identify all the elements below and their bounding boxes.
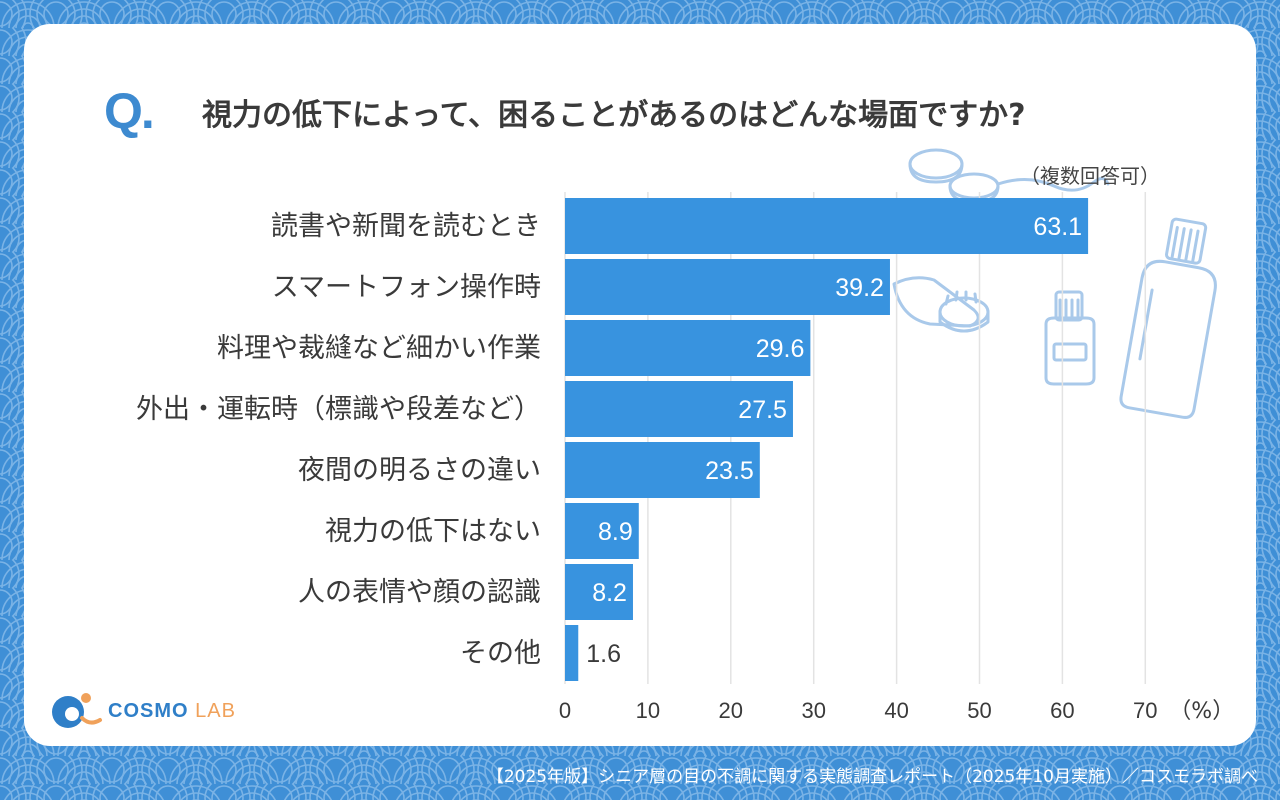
value-label: 63.1 — [1033, 213, 1082, 241]
logo-text-sub: LAB — [195, 700, 236, 722]
question-mark: Q. — [104, 83, 155, 139]
category-label: その他 — [460, 638, 541, 669]
bar — [565, 442, 760, 498]
x-tick-label: 20 — [719, 698, 743, 723]
x-tick-label: 30 — [801, 698, 825, 723]
bar — [565, 259, 890, 315]
logo-text: COSMO LAB — [108, 700, 236, 723]
bar — [565, 198, 1089, 254]
bar-chart: 読書や新聞を読むとき 63.1 スマートフォン操作時 39.2 料理や裁縫など細かい作業… — [136, 192, 1234, 724]
category-label: スマートフォン操作時 — [272, 272, 541, 303]
x-axis-unit: （%） — [1169, 699, 1234, 724]
category-label: 夜間の明るさの違い — [298, 455, 541, 486]
x-tick-label: 70 — [1133, 698, 1157, 723]
value-label: 27.5 — [738, 396, 787, 424]
category-label: 料理や裁縫など細かい作業 — [217, 333, 541, 364]
multiple-answer-note: （複数回答可） — [1020, 164, 1160, 188]
logo-text-main: COSMO — [108, 700, 189, 722]
x-tick-label: 10 — [636, 698, 660, 723]
page-title: 視力の低下によって、困ることがあるのはどんな場面ですか? — [202, 98, 1026, 133]
bar — [565, 320, 811, 376]
cosmo-lab-logo-icon — [52, 693, 102, 728]
category-label: 視力の低下はない — [325, 516, 541, 547]
bar — [565, 503, 639, 559]
chart-card: Q. 視力の低下によって、困ることがあるのはどんな場面ですか? — [24, 24, 1256, 746]
category-label: 人の表情や顔の認識 — [298, 577, 541, 608]
x-tick-label: 0 — [559, 698, 571, 723]
value-label: 23.5 — [705, 457, 754, 485]
bar — [565, 625, 579, 681]
x-tick-label: 50 — [967, 698, 991, 723]
value-label: 1.6 — [586, 640, 621, 668]
x-tick-label: 60 — [1050, 698, 1074, 723]
category-label: 読書や新聞を読むとき — [271, 211, 541, 242]
x-tick-label: 40 — [884, 698, 908, 723]
bar — [565, 564, 633, 620]
value-label: 39.2 — [835, 274, 884, 302]
category-label: 外出・運転時（標識や段差など） — [136, 394, 541, 425]
value-label: 8.2 — [592, 579, 627, 607]
bar — [565, 381, 793, 437]
source-footer: 【2025年版】シニア層の目の不調に関する実態調査レポート（2025年10月実施… — [486, 767, 1258, 787]
value-label: 29.6 — [756, 335, 805, 363]
value-label: 8.9 — [598, 518, 633, 546]
